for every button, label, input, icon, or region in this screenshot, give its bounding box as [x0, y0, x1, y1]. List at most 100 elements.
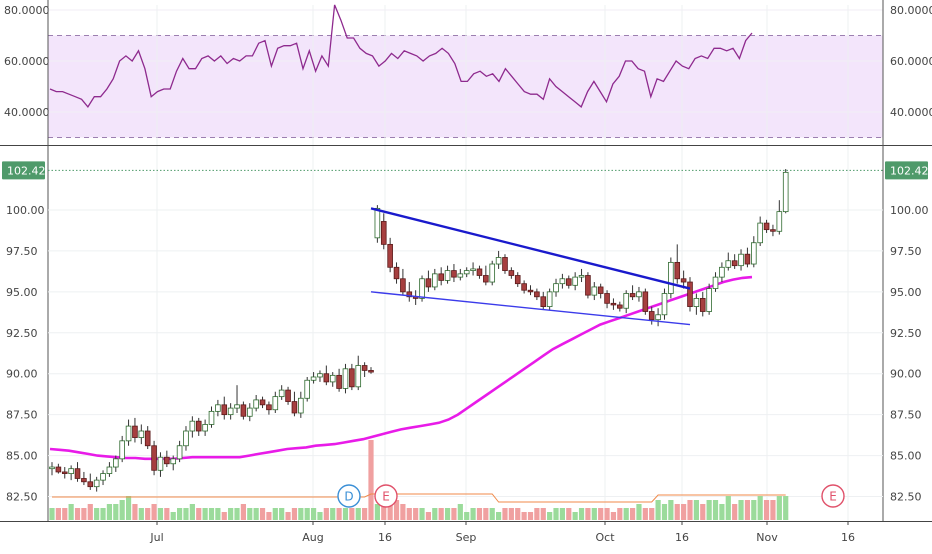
- candle-body: [278, 389, 285, 398]
- volume-bar: [438, 508, 444, 520]
- volume-bar: [285, 512, 291, 520]
- candle-body: [342, 368, 349, 389]
- volume-bar: [540, 508, 546, 520]
- candle-body: [674, 261, 681, 280]
- volume-bar: [432, 508, 438, 520]
- volume-bar: [419, 508, 425, 520]
- candle-body: [597, 286, 604, 294]
- volume-bar: [496, 512, 502, 520]
- volume-bar: [591, 508, 597, 520]
- price-right-tick-label: 87.50: [890, 409, 922, 422]
- last-price-badge-left: 102.42: [2, 161, 46, 180]
- volume-ma-line: [52, 493, 786, 503]
- volume-bar: [712, 500, 719, 520]
- volume-bar: [776, 496, 782, 520]
- candle-body: [489, 263, 496, 283]
- volume-bar: [751, 500, 757, 520]
- candle-body: [74, 468, 81, 479]
- volume-bar: [55, 508, 61, 520]
- candle-body: [642, 291, 649, 312]
- volume-bar: [623, 508, 629, 520]
- volume-bar: [508, 508, 514, 520]
- volume-bar: [164, 508, 170, 520]
- candle-body: [591, 286, 598, 296]
- volume-bar: [547, 512, 553, 520]
- candle-body: [336, 374, 342, 389]
- last-price-label: 102.42: [890, 164, 929, 177]
- candle-body: [534, 291, 540, 298]
- x-tick-label: Jul: [149, 531, 163, 544]
- candle-body: [546, 291, 553, 307]
- volume-bar: [202, 508, 208, 520]
- x-tick-label: Oct: [595, 531, 615, 544]
- price-right-tick-label: 92.50: [890, 327, 922, 340]
- volume-bar: [444, 508, 451, 520]
- candle-body: [668, 261, 674, 294]
- candle-body: [259, 399, 266, 406]
- event-marker: D: [337, 484, 361, 508]
- candle-body: [374, 207, 381, 239]
- price-left-tick-label: 95.00: [6, 286, 38, 299]
- price-left-tick-label: 97.50: [6, 245, 38, 258]
- candle-body: [246, 407, 253, 417]
- candle-body: [457, 273, 464, 278]
- volume-bar: [349, 508, 355, 520]
- candle-body: [227, 407, 234, 416]
- volume-bar: [215, 508, 221, 520]
- volume-bar: [451, 508, 457, 520]
- volume-bar: [87, 504, 93, 520]
- price-right-tick-label: 100.00: [890, 204, 929, 217]
- volume-bar: [208, 508, 215, 520]
- volume-bar: [649, 508, 655, 520]
- volume-bar: [323, 508, 329, 520]
- volume-bar: [527, 512, 534, 520]
- volume-bar: [744, 500, 751, 520]
- candle-body: [189, 420, 196, 432]
- candle-body: [68, 468, 74, 474]
- volume-bar: [183, 508, 189, 520]
- volume-bar: [279, 508, 285, 520]
- volume-bar: [668, 500, 674, 520]
- volume-bar: [272, 508, 278, 520]
- candle-body: [572, 276, 578, 286]
- price-left-tick-label: 85.00: [6, 450, 38, 463]
- rsi-right-tick-label: 80.0000: [890, 4, 932, 17]
- volume-bar: [770, 500, 776, 520]
- volume-bar: [304, 508, 310, 520]
- candle-body: [157, 456, 164, 471]
- volume-bar: [521, 512, 527, 520]
- volume-bar: [642, 508, 648, 520]
- volume-bar: [629, 508, 636, 520]
- volume-bar: [68, 504, 74, 520]
- candle-body: [87, 481, 94, 488]
- candle-body: [719, 266, 725, 278]
- volume-bar: [413, 508, 419, 520]
- candle-body: [782, 171, 789, 213]
- volume-bar: [145, 508, 151, 520]
- volume-bar: [240, 504, 246, 520]
- x-tick-label: 16: [378, 531, 392, 544]
- candle-body: [751, 242, 757, 265]
- event-marker: E: [374, 484, 398, 508]
- volume-bar: [259, 508, 266, 520]
- candle-body: [380, 221, 387, 245]
- price-left-tick-label: 90.00: [6, 368, 38, 381]
- candle-body: [527, 289, 534, 293]
- candle-body: [81, 478, 87, 483]
- candle-body: [393, 266, 400, 280]
- volume-bar: [298, 508, 304, 520]
- volume-bar: [170, 512, 176, 520]
- candle-body: [553, 283, 559, 293]
- trendline-lower: [370, 291, 691, 326]
- candle-body: [132, 425, 138, 438]
- x-tick-label: Nov: [756, 531, 778, 544]
- candle-body: [323, 373, 330, 383]
- price-left-tick-label: 82.50: [6, 491, 38, 504]
- volume-bar: [253, 508, 259, 520]
- volume-bar: [406, 508, 412, 520]
- volume-bar: [291, 508, 298, 520]
- candle-body: [444, 270, 451, 281]
- candle-body: [195, 420, 202, 432]
- candle-body: [215, 404, 221, 412]
- candle-body: [291, 401, 298, 414]
